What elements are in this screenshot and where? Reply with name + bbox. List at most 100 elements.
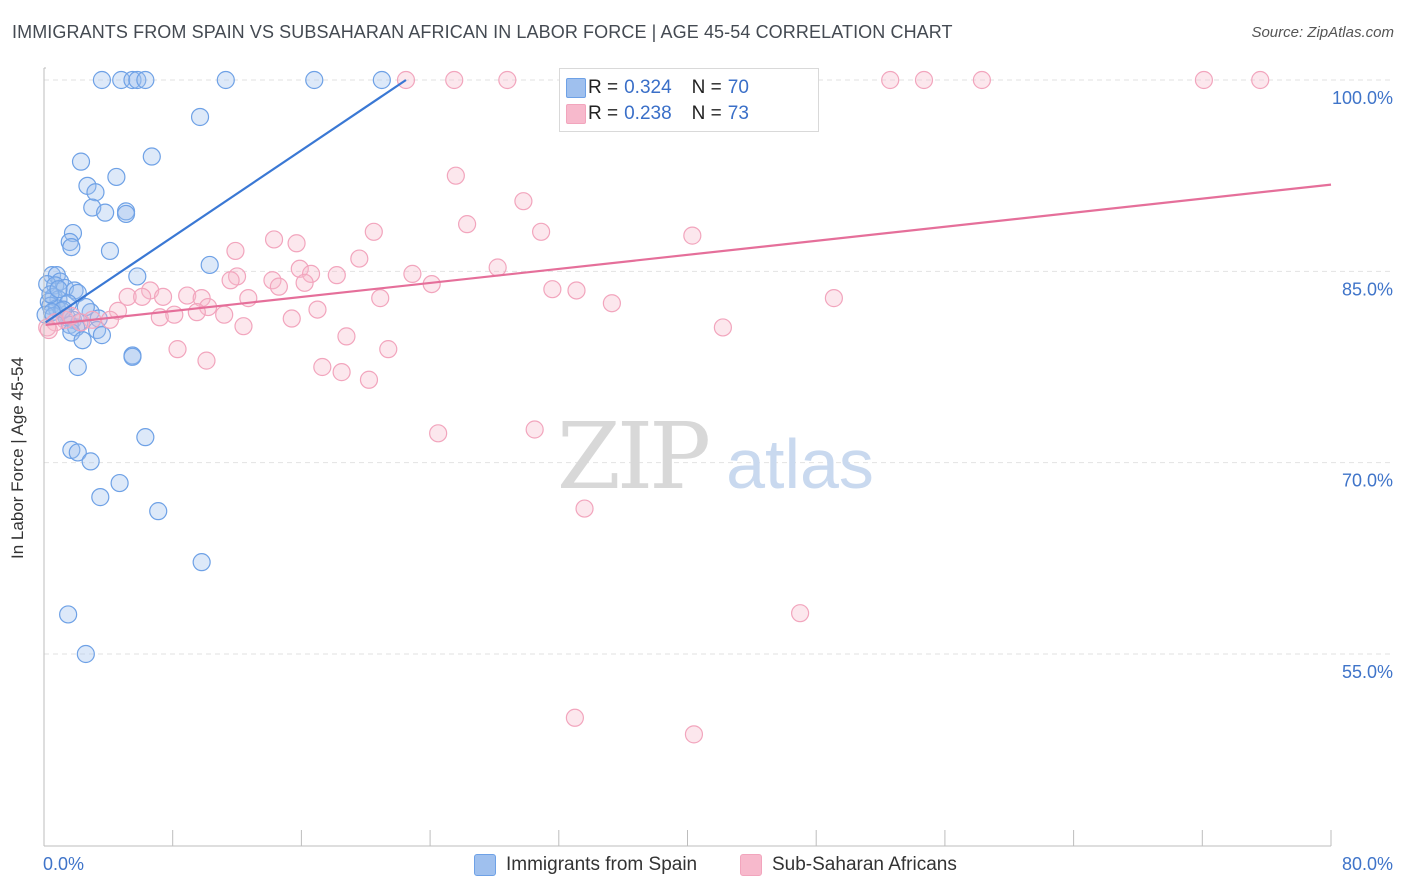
legend-r-value: 0.238 — [624, 103, 672, 124]
data-point-africa — [683, 226, 702, 245]
data-point-spain — [96, 203, 115, 222]
data-point-spain — [68, 357, 87, 377]
data-point-spain — [73, 331, 92, 350]
data-point-spain — [92, 326, 112, 345]
data-point-spain — [128, 267, 147, 286]
data-point-africa — [221, 271, 240, 290]
data-point-africa — [446, 166, 465, 185]
data-point-africa — [602, 294, 621, 313]
data-point-spain — [136, 70, 155, 90]
y-tick-label: 70.0% — [1342, 471, 1393, 491]
legend-swatch-africa — [740, 854, 762, 876]
axes — [43, 67, 1332, 847]
y-tick-label: 100.0% — [1332, 88, 1393, 108]
y-tick-label: 55.0% — [1342, 662, 1393, 682]
data-point-africa — [498, 70, 517, 90]
data-point-spain — [372, 70, 391, 90]
data-point-africa — [575, 499, 594, 518]
legend-n-value: 73 — [727, 103, 749, 124]
data-point-spain — [192, 553, 211, 572]
data-point-africa — [287, 234, 306, 253]
data-point-africa — [914, 70, 934, 90]
data-point-spain — [86, 183, 105, 202]
data-point-africa — [543, 280, 562, 299]
data-points — [36, 70, 1270, 744]
data-point-spain — [123, 70, 142, 90]
trend-line-spain — [44, 79, 407, 324]
tick-labels: 100.0% 85.0% 70.0% 55.0% 0.0% 80.0% — [43, 88, 1393, 874]
x-tick-label: 80.0% — [1342, 854, 1393, 874]
data-point-africa — [713, 318, 732, 337]
data-point-africa — [488, 258, 507, 277]
data-point-africa — [445, 70, 464, 90]
correlation-legend: R = 0.324 N = 70 R = 0.238 N = 73 — [559, 68, 819, 132]
data-point-africa — [514, 192, 533, 211]
legend-label-spain: Immigrants from Spain — [506, 854, 698, 875]
data-point-africa — [165, 305, 184, 324]
legend-r-label: R = — [588, 77, 619, 98]
legend-label-africa: Sub-Saharan Africans — [772, 854, 957, 875]
legend-item-spain[interactable]: Immigrants from Spain — [474, 852, 697, 878]
data-point-spain — [76, 644, 95, 664]
data-point-africa — [403, 264, 422, 283]
legend-n-value: 70 — [727, 77, 749, 98]
data-point-africa — [153, 287, 173, 306]
legend-n-label: N = — [691, 77, 722, 98]
data-point-africa — [565, 708, 584, 727]
data-point-africa — [332, 363, 351, 382]
data-point-africa — [269, 277, 288, 296]
data-point-africa — [379, 340, 398, 359]
data-point-africa — [62, 306, 81, 326]
data-point-spain — [190, 107, 210, 127]
data-point-spain — [110, 473, 129, 493]
data-point-africa — [532, 222, 551, 241]
data-point-africa — [313, 357, 332, 377]
legend-row-africa: R = 0.238 N = 73 — [566, 102, 749, 126]
data-point-africa — [192, 289, 211, 308]
data-point-africa — [295, 273, 314, 292]
data-point-africa — [100, 310, 120, 329]
data-point-africa — [972, 70, 992, 90]
x-tick-label: 0.0% — [43, 854, 84, 874]
data-point-africa — [118, 287, 137, 306]
data-point-spain — [305, 70, 324, 90]
data-point-africa — [308, 300, 327, 319]
data-point-spain — [68, 443, 87, 462]
y-axis-label: In Labor Force | Age 45-54 — [8, 357, 27, 559]
legend-n-label: N = — [691, 103, 722, 124]
data-point-africa — [824, 289, 843, 308]
data-point-spain — [107, 167, 126, 187]
grid-lines — [44, 79, 1391, 655]
data-point-africa — [1251, 70, 1270, 90]
data-point-africa — [359, 370, 379, 389]
data-point-africa — [133, 287, 152, 306]
data-point-africa — [684, 725, 704, 744]
data-point-spain — [49, 280, 68, 299]
legend-item-africa[interactable]: Sub-Saharan Africans — [740, 852, 957, 878]
legend-r-label: R = — [588, 103, 619, 124]
data-point-spain — [81, 452, 100, 471]
data-point-africa — [215, 305, 234, 324]
data-point-spain — [92, 70, 112, 90]
legend-swatch-spain — [474, 854, 496, 876]
y-tick-label: 85.0% — [1342, 279, 1393, 299]
data-point-spain — [59, 605, 78, 624]
data-point-africa — [791, 604, 810, 623]
data-point-spain — [136, 428, 155, 447]
source-credit: Source: ZipAtlas.com — [1251, 24, 1394, 41]
data-point-africa — [881, 70, 900, 90]
data-point-africa — [350, 249, 369, 268]
data-point-africa — [429, 424, 448, 443]
data-point-africa — [197, 351, 216, 370]
data-point-africa — [364, 222, 383, 241]
data-point-africa — [187, 303, 206, 322]
data-point-africa — [337, 327, 356, 346]
data-point-spain — [71, 152, 91, 171]
data-point-spain — [62, 237, 81, 257]
data-point-africa — [327, 266, 346, 285]
data-point-spain — [100, 241, 120, 261]
legend-r-value: 0.324 — [624, 77, 672, 98]
data-point-africa — [567, 281, 586, 300]
data-point-spain — [149, 502, 168, 521]
